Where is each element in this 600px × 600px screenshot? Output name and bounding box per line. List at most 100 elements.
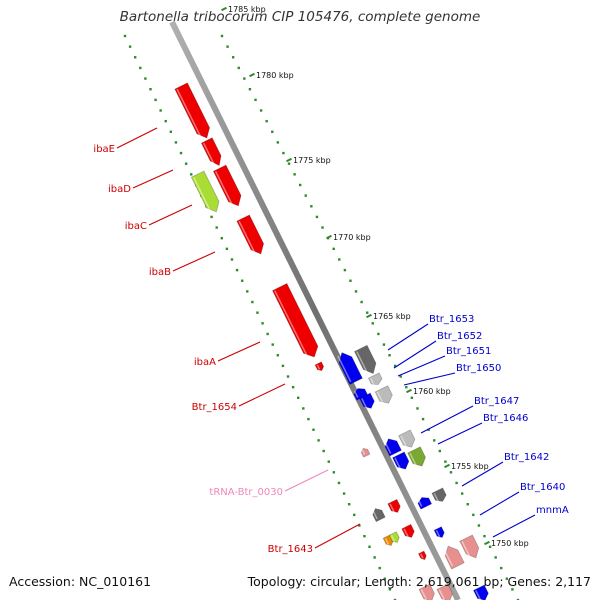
label-ibaA[interactable]: ibaA [194, 357, 216, 368]
label-Btr_1643[interactable]: Btr_1643 [268, 544, 313, 555]
label-ibaC[interactable]: ibaC [125, 221, 147, 232]
gene-labels[interactable]: ibaE ibaD ibaC ibaB ibaA Btr_1654 tRNA-Btr_003… [93, 144, 568, 555]
gene-Btr_1642[interactable] [417, 497, 433, 510]
gene-Btr_1647[interactable] [384, 438, 402, 457]
outer-tick-dot [444, 460, 447, 463]
gene-Btr_1652[interactable] [367, 372, 383, 385]
outer-tick-dot [366, 311, 369, 314]
major-tick [444, 463, 450, 469]
inner-tick-dot [251, 300, 254, 304]
label-Btr_1652[interactable]: Btr_1652 [437, 331, 482, 342]
inner-tick-dot [297, 396, 300, 400]
label-ibaB[interactable]: ibaB [149, 267, 171, 278]
inner-tick-dot [154, 98, 157, 102]
major-tick [484, 540, 490, 546]
major-tick [366, 313, 372, 319]
major-tick [221, 6, 227, 12]
inner-tick-dot [332, 471, 336, 474]
outer-tick-dot [455, 481, 458, 485]
label-Btr_1650[interactable]: Btr_1650 [456, 363, 501, 374]
gene-tRNA-Btr_0030[interactable] [360, 447, 371, 458]
scale-label: 1780 kbp [256, 71, 294, 80]
gene-ibaA[interactable] [271, 282, 319, 359]
gene-Btr_1650[interactable] [358, 392, 375, 409]
outer-tick-dot [416, 407, 419, 410]
outer-tick-dot [371, 322, 374, 325]
gene-Btr_1643-a[interactable] [372, 508, 386, 523]
inner-tick-dot [164, 119, 167, 123]
inner-tick-dot [179, 151, 183, 155]
inner-tick-dot [322, 449, 325, 453]
outer-tick-dot [315, 215, 319, 219]
gene-features[interactable] [174, 82, 489, 600]
outer-tick-dot [349, 279, 352, 282]
gene-Btr_1646[interactable] [392, 451, 410, 470]
gene-Btr_1653[interactable] [337, 352, 363, 385]
gene-Btr_1640[interactable] [433, 526, 445, 538]
gene-ibaC[interactable] [190, 170, 220, 213]
inner-tick-dot [276, 354, 280, 357]
gene-bottom-2[interactable] [436, 583, 453, 600]
inner-tick-dot [347, 503, 351, 506]
major-tick [249, 72, 255, 78]
genome-backbone [169, 20, 461, 600]
gene-ibaE[interactable] [174, 82, 211, 139]
gene-bottom-3[interactable] [472, 584, 489, 600]
gene-bottom-1[interactable] [418, 583, 435, 600]
gene-Btr_1643-d[interactable] [388, 531, 400, 543]
gene-ibaB[interactable] [236, 214, 265, 255]
outer-tick-dot [449, 471, 453, 474]
inner-tick-dot [291, 385, 295, 389]
inner-tick-dot [139, 66, 142, 70]
inner-tick-dot [378, 566, 381, 570]
gene-Btr_1643-b[interactable] [387, 498, 401, 513]
scale-label: 1785 kbp [228, 5, 266, 14]
outer-tick-dot [298, 183, 302, 187]
gene-Btr_1643-e[interactable] [401, 523, 415, 538]
label-Btr_1653[interactable]: Btr_1653 [429, 314, 474, 325]
label-Btr_1651[interactable]: Btr_1651 [446, 346, 491, 357]
label-ibaD[interactable]: ibaD [108, 184, 131, 195]
outer-tick-dot [483, 534, 486, 538]
scale-label: 1770 kbp [333, 233, 371, 242]
inner-tick-dot [256, 311, 259, 314]
outer-tick-dot [382, 343, 386, 346]
outer-tick-dot [321, 226, 324, 229]
scale-label: 1750 kbp [491, 539, 529, 548]
outer-tick-dot [259, 109, 263, 112]
gene-Btr_1650-2[interactable] [374, 385, 393, 404]
label-Btr_1640[interactable]: Btr_1640 [520, 482, 565, 493]
label-Btr_1646[interactable]: Btr_1646 [483, 413, 528, 424]
inner-tick-dot [123, 34, 127, 38]
inner-tick-dot [174, 141, 178, 144]
outer-tick-dot [287, 162, 291, 165]
gene-Btr_1646-2[interactable] [407, 446, 426, 467]
major-tick [406, 388, 412, 394]
gene-Btr_1642-2[interactable] [431, 487, 447, 502]
gene-ibaD[interactable] [212, 164, 242, 207]
gene-ibaE-2[interactable] [200, 137, 222, 167]
inner-tick-dot [261, 322, 264, 325]
label-ibaE[interactable]: ibaE [93, 144, 115, 155]
gene-mnmA-2[interactable] [459, 534, 480, 559]
outer-tick-dot [460, 492, 464, 495]
inner-tick-dot [337, 481, 341, 485]
outer-tick-dot [276, 141, 280, 144]
label-Btr_1642[interactable]: Btr_1642 [504, 452, 549, 463]
gene-Btr_1643-f[interactable] [418, 550, 427, 561]
label-Btr_1654[interactable]: Btr_1654 [192, 402, 237, 413]
outer-tick-dot [472, 513, 475, 517]
gene-Btr_1654[interactable] [314, 361, 325, 372]
inner-tick-dot [144, 77, 147, 80]
gene-mnmA[interactable] [443, 545, 465, 570]
outer-tick-dot [433, 439, 436, 442]
gene-Btr_1647-2[interactable] [398, 429, 416, 448]
label-Btr_1647[interactable]: Btr_1647 [474, 396, 519, 407]
outer-tick-dot [427, 428, 430, 431]
gene-Btr_1653-2[interactable] [353, 344, 377, 375]
label-mnmA[interactable]: mnmA [536, 505, 569, 516]
label-tRNA-Btr_0030[interactable]: tRNA-Btr_0030 [209, 487, 283, 498]
outer-tick-dot [399, 375, 402, 378]
outer-tick-dot [243, 77, 246, 80]
